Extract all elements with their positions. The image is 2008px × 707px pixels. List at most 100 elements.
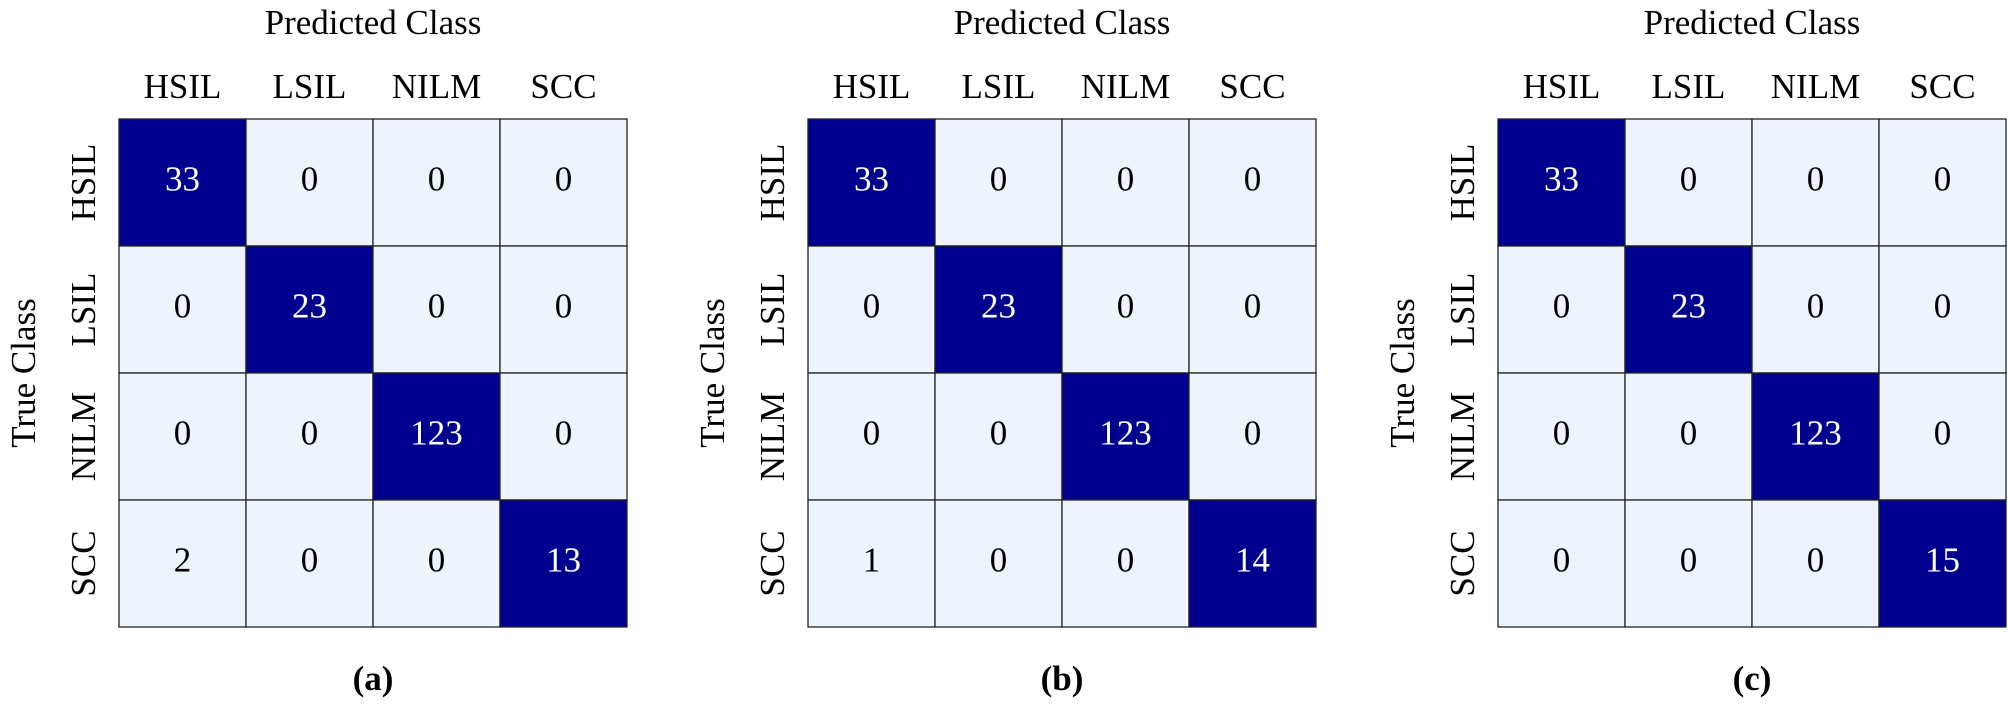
cell-label: 0 bbox=[1807, 287, 1825, 326]
cell-label: 0 bbox=[1117, 287, 1135, 326]
caption: (c) bbox=[1733, 659, 1772, 698]
x-tick-label: SCC bbox=[530, 67, 596, 106]
y-tick-label: HSIL bbox=[64, 144, 103, 222]
cell-label: 0 bbox=[1680, 414, 1698, 453]
cell bbox=[1188, 118, 1317, 247]
cell bbox=[245, 372, 374, 501]
cell bbox=[245, 118, 374, 247]
y-tick-label: HSIL bbox=[753, 144, 792, 222]
cell bbox=[245, 245, 374, 374]
y-tick-label: LSIL bbox=[753, 273, 792, 347]
cell bbox=[245, 499, 374, 628]
cell-label: 33 bbox=[165, 160, 200, 199]
cell-label: 0 bbox=[1244, 414, 1262, 453]
y-axis-label: True Class bbox=[4, 298, 43, 447]
cell-label: 0 bbox=[1934, 160, 1952, 199]
cell bbox=[1878, 245, 2007, 374]
cell-label: 23 bbox=[292, 287, 327, 326]
y-tick-label: LSIL bbox=[1443, 273, 1482, 347]
cell bbox=[1751, 245, 1880, 374]
cell-label: 0 bbox=[301, 414, 319, 453]
cell-label: 14 bbox=[1235, 541, 1270, 580]
cell bbox=[1188, 499, 1317, 628]
y-tick-label: LSIL bbox=[64, 273, 103, 347]
cell-label: 0 bbox=[1117, 541, 1135, 580]
cell-label: 23 bbox=[1671, 287, 1706, 326]
cell-label: 0 bbox=[1244, 160, 1262, 199]
cell-label: 0 bbox=[1553, 414, 1571, 453]
cell bbox=[807, 499, 936, 628]
x-axis-label: Predicted Class bbox=[1644, 3, 1861, 42]
cell-label: 2 bbox=[174, 541, 192, 580]
cell bbox=[1188, 245, 1317, 374]
y-tick-label: SCC bbox=[64, 530, 103, 596]
cell bbox=[934, 118, 1063, 247]
cell-label: 0 bbox=[428, 541, 446, 580]
y-tick-label: HSIL bbox=[1443, 144, 1482, 222]
cell-label: 0 bbox=[1680, 541, 1698, 580]
caption: (b) bbox=[1041, 659, 1084, 698]
x-tick-label: HSIL bbox=[144, 67, 222, 106]
cell bbox=[1878, 372, 2007, 501]
cell bbox=[499, 245, 628, 374]
cell bbox=[118, 499, 247, 628]
cell-label: 0 bbox=[1553, 287, 1571, 326]
cell bbox=[807, 245, 936, 374]
cell-label: 0 bbox=[301, 160, 319, 199]
cell bbox=[372, 499, 501, 628]
x-tick-label: HSIL bbox=[1523, 67, 1601, 106]
x-tick-label: LSIL bbox=[962, 67, 1036, 106]
cell bbox=[1751, 499, 1880, 628]
cell-label: 123 bbox=[1789, 414, 1842, 453]
y-tick-label: NILM bbox=[753, 392, 792, 481]
cell bbox=[499, 118, 628, 247]
y-tick-label: SCC bbox=[1443, 530, 1482, 596]
cell-label: 0 bbox=[428, 160, 446, 199]
x-tick-label: LSIL bbox=[1652, 67, 1726, 106]
cell-label: 0 bbox=[174, 414, 192, 453]
cell bbox=[1624, 372, 1753, 501]
cell-label: 0 bbox=[555, 287, 573, 326]
cell-label: 33 bbox=[1544, 160, 1579, 199]
x-tick-label: NILM bbox=[1081, 67, 1170, 106]
cell-label: 0 bbox=[990, 160, 1008, 199]
cell-label: 0 bbox=[1680, 160, 1698, 199]
cell-label: 33 bbox=[854, 160, 889, 199]
cell bbox=[1751, 372, 1880, 501]
cell bbox=[1188, 372, 1317, 501]
x-tick-label: LSIL bbox=[273, 67, 347, 106]
cell bbox=[1624, 245, 1753, 374]
cell bbox=[372, 118, 501, 247]
cell bbox=[118, 245, 247, 374]
cell bbox=[1497, 499, 1626, 628]
cell bbox=[807, 372, 936, 501]
cell-label: 0 bbox=[555, 160, 573, 199]
x-tick-label: NILM bbox=[1771, 67, 1860, 106]
cell bbox=[1751, 118, 1880, 247]
cell bbox=[1878, 118, 2007, 247]
cell bbox=[1061, 499, 1190, 628]
cell-label: 0 bbox=[301, 541, 319, 580]
cell-label: 0 bbox=[863, 287, 881, 326]
cell bbox=[1878, 499, 2007, 628]
cell bbox=[1061, 118, 1190, 247]
cell-label: 0 bbox=[1934, 287, 1952, 326]
cell bbox=[499, 499, 628, 628]
cell bbox=[499, 372, 628, 501]
cell-label: 0 bbox=[1807, 541, 1825, 580]
cell-label: 0 bbox=[1117, 160, 1135, 199]
y-axis-label: True Class bbox=[693, 298, 732, 447]
cell-label: 0 bbox=[174, 287, 192, 326]
x-tick-label: SCC bbox=[1219, 67, 1285, 106]
cell-label: 123 bbox=[410, 414, 463, 453]
cell bbox=[807, 118, 936, 247]
y-axis-label: True Class bbox=[1383, 298, 1422, 447]
cell-label: 123 bbox=[1099, 414, 1152, 453]
cell-label: 1 bbox=[863, 541, 881, 580]
x-axis-label: Predicted Class bbox=[954, 3, 1171, 42]
cell-label: 0 bbox=[863, 414, 881, 453]
x-axis-label: Predicted Class bbox=[265, 3, 482, 42]
cell-label: 0 bbox=[428, 287, 446, 326]
cell bbox=[934, 245, 1063, 374]
y-tick-label: NILM bbox=[1443, 392, 1482, 481]
